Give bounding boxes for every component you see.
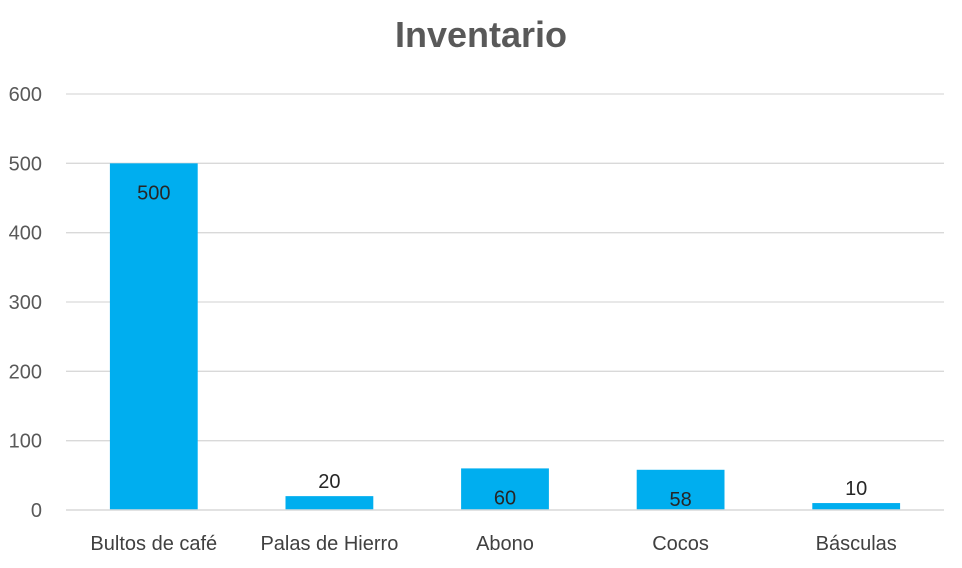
bar xyxy=(812,503,901,510)
gridlines xyxy=(66,93,944,442)
category-label: Bultos de café xyxy=(90,533,217,555)
bars xyxy=(109,163,901,511)
y-tick-label: 500 xyxy=(9,153,42,175)
bar xyxy=(109,163,198,511)
category-label: Abono xyxy=(476,533,534,555)
data-label: 58 xyxy=(669,489,691,511)
category-label: Palas de Hierro xyxy=(260,533,398,555)
y-tick-label: 600 xyxy=(9,84,42,106)
y-tick-label: 400 xyxy=(9,223,42,245)
y-axis-ticks: 0 100 200 300 400 500 600 xyxy=(9,84,42,522)
category-label: Cocos xyxy=(652,533,709,555)
data-label: 60 xyxy=(494,487,516,509)
data-label: 10 xyxy=(845,478,867,500)
y-tick-label: 100 xyxy=(9,431,42,453)
bar xyxy=(461,468,549,510)
x-axis-categories: Bultos de café Palas de Hierro Abono Cocos B… xyxy=(90,533,896,555)
y-tick-label: 0 xyxy=(31,500,42,522)
y-tick-label: 200 xyxy=(9,361,42,383)
bar xyxy=(636,469,725,510)
data-label: 500 xyxy=(137,182,170,204)
data-labels: 500 20 60 58 10 xyxy=(137,182,867,510)
data-label: 20 xyxy=(318,471,340,493)
category-label: Básculas xyxy=(816,533,897,555)
bar xyxy=(285,496,374,510)
y-tick-label: 300 xyxy=(9,292,42,314)
chart-title: Inventario xyxy=(394,14,568,55)
